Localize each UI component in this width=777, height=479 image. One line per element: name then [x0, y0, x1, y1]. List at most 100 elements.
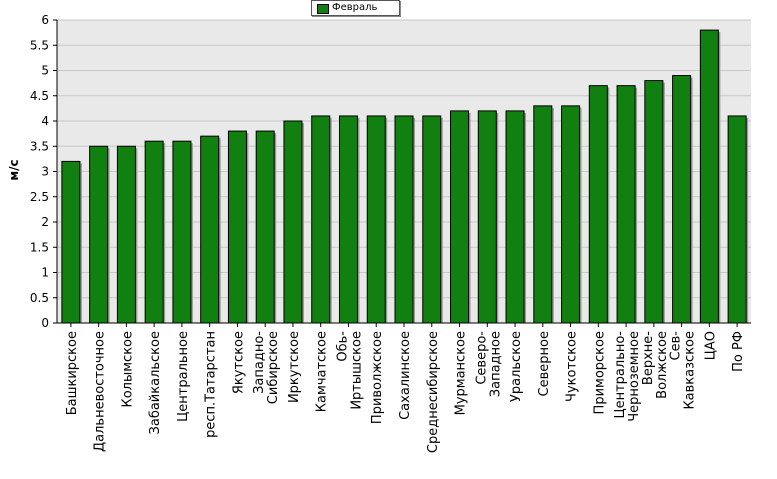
- bar: [727, 115, 747, 324]
- x-tick-label: Якутское: [231, 331, 246, 394]
- x-tick-label: Северо-Западное: [474, 331, 503, 398]
- bar: [588, 85, 608, 324]
- y-tick-label: 5: [41, 64, 49, 78]
- x-tick-label: Сахалинское: [398, 331, 413, 420]
- x-tick-label-line: По РФ: [731, 331, 746, 372]
- x-tick-label: Башкирское: [65, 331, 80, 415]
- bar: [616, 85, 636, 324]
- x-tick-label-line: Черноземное: [627, 331, 642, 422]
- bar: [227, 130, 247, 324]
- y-tick-label: 2: [41, 215, 49, 229]
- x-tick-label-line: Обь-: [335, 331, 350, 362]
- x-tick-label: По РФ: [731, 331, 746, 372]
- x-tick-label-line: Сахалинское: [398, 331, 413, 420]
- x-tick-label-line: Башкирское: [65, 331, 80, 415]
- y-tick-label: 3: [41, 165, 49, 179]
- bar: [394, 115, 414, 324]
- x-tick-label: Мурманское: [454, 331, 469, 415]
- x-tick-label-line: Западно-: [252, 331, 267, 394]
- legend-swatch: [317, 4, 329, 14]
- bars: [61, 29, 749, 324]
- bar: [533, 105, 553, 324]
- bar: [255, 130, 275, 324]
- x-tick-label: Центральное: [176, 331, 191, 422]
- x-tick-label-line: Приволжское: [370, 331, 385, 424]
- x-tick-label: Чукотское: [565, 331, 580, 402]
- bar: [61, 160, 81, 324]
- x-tick-label: Сев-Кавказское: [669, 331, 698, 410]
- x-tick-label: Уральское: [509, 331, 524, 402]
- bar: [672, 75, 692, 324]
- y-axis-title-wrap: м/с: [7, 159, 21, 180]
- y-tick-label: 3.5: [30, 139, 49, 153]
- y-tick-label: 4: [41, 114, 49, 128]
- y-tick-label: 4.5: [30, 89, 49, 103]
- x-tick-label: Дальневосточное: [93, 331, 108, 452]
- x-tick-label-line: Камчатское: [315, 331, 330, 412]
- x-tick-label-line: Якутское: [231, 331, 246, 394]
- x-tick-label: Камчатское: [315, 331, 330, 412]
- x-tick-label-line: Сибирское: [266, 331, 281, 404]
- x-tick-label: Колымское: [120, 331, 135, 408]
- x-tick-label-line: Западное: [488, 331, 503, 397]
- y-tick-label: 1.5: [30, 240, 49, 254]
- bar: [366, 115, 386, 324]
- x-tick-label: Центрально-Черноземное: [613, 331, 642, 422]
- y-tick-label: 5.5: [30, 38, 49, 52]
- bar: [89, 145, 109, 324]
- x-tick-label-line: Уральское: [509, 331, 524, 402]
- x-tick-label-line: Приморское: [592, 331, 607, 414]
- y-tick-label: 0.5: [30, 291, 49, 305]
- x-tick-label: Среднесибирское: [426, 331, 441, 453]
- bar: [505, 110, 525, 324]
- legend-label: Февраль: [332, 2, 378, 13]
- x-tick-label-line: Центральное: [176, 331, 191, 422]
- y-tick-label: 0: [41, 316, 49, 330]
- bar: [116, 145, 136, 324]
- x-tick-label-line: Кавказское: [683, 331, 698, 410]
- x-tick-label-line: Волжское: [655, 331, 670, 399]
- x-tick-label-line: Северное: [537, 331, 552, 396]
- y-axis-title: м/с: [7, 159, 21, 180]
- y-tick-label: 6: [41, 13, 49, 27]
- x-tick-label-line: Дальневосточное: [93, 331, 108, 452]
- x-tick-label: Иркутское: [287, 331, 302, 403]
- x-tick-label-line: Колымское: [120, 331, 135, 408]
- x-tick-label-line: Чукотское: [565, 331, 580, 402]
- x-tick-label-line: ЦАО: [703, 331, 718, 360]
- x-tick-label: ЦАО: [703, 331, 718, 360]
- x-tick-label-line: Верхне-: [641, 331, 656, 385]
- x-axis-labels: Башкирское Дальневосточное Колымское Забайк…: [65, 323, 746, 453]
- x-tick-label: Забайкальское: [148, 331, 163, 434]
- x-tick-label: Приморское: [592, 331, 607, 414]
- x-tick-label: Верхне-Волжское: [641, 331, 670, 399]
- bar: [200, 135, 220, 324]
- x-tick-label-line: Среднесибирское: [426, 331, 441, 453]
- legend: Февраль: [311, 0, 400, 16]
- x-tick-label: респ.Татарстан: [204, 331, 219, 438]
- x-tick-label: Приволжское: [370, 331, 385, 424]
- x-tick-label-line: респ.Татарстан: [204, 331, 219, 438]
- x-tick-label: Западно-Сибирское: [252, 331, 281, 405]
- x-tick-label: Северное: [537, 331, 552, 396]
- x-tick-label-line: Иркутское: [287, 331, 302, 403]
- y-tick-label: 1: [41, 266, 49, 280]
- bar: [561, 105, 581, 324]
- x-tick-label-line: Сев-: [669, 331, 684, 361]
- bar: [422, 115, 442, 324]
- bar: [144, 140, 164, 324]
- x-tick-label-line: Иртышское: [349, 331, 364, 410]
- bar: [172, 140, 192, 324]
- x-tick-label: Обь-Иртышское: [335, 331, 364, 410]
- x-tick-label-line: Мурманское: [454, 331, 469, 415]
- bar: [283, 120, 303, 324]
- bar: [338, 115, 358, 324]
- bar: [644, 80, 664, 324]
- bar: [311, 115, 331, 324]
- x-tick-label-line: Забайкальское: [148, 331, 163, 434]
- bar: [450, 110, 470, 324]
- y-tick-label: 2.5: [30, 190, 49, 204]
- bar: [477, 110, 497, 324]
- x-tick-label-line: Центрально-: [613, 331, 628, 419]
